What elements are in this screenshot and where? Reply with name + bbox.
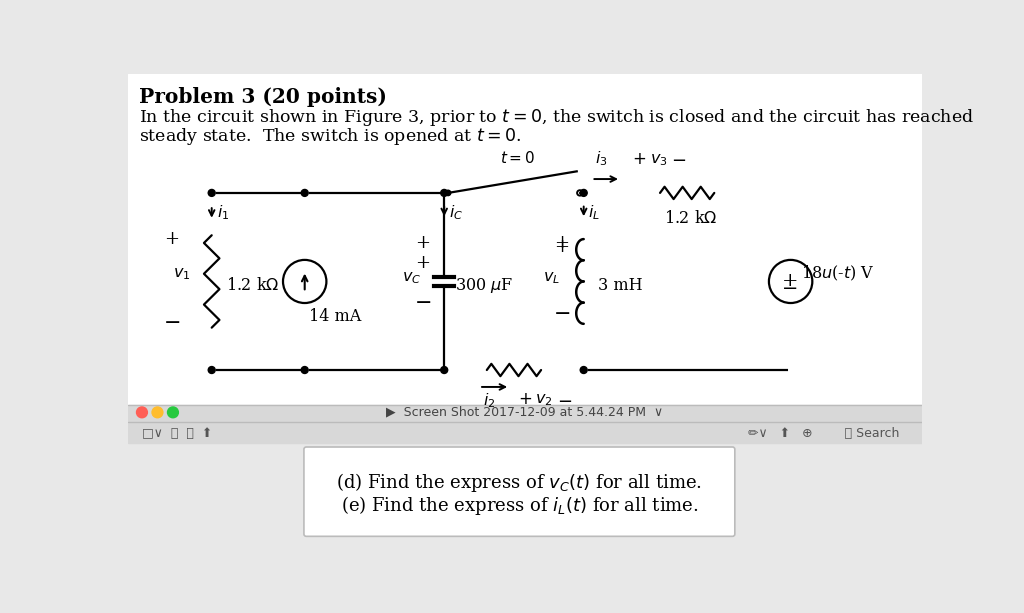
Text: $i_C$: $i_C$ (449, 203, 463, 222)
Text: +: + (415, 234, 430, 252)
Circle shape (208, 189, 215, 196)
Text: 1.2 k$\Omega$: 1.2 k$\Omega$ (225, 277, 280, 294)
Circle shape (301, 367, 308, 373)
Text: −: − (415, 294, 432, 313)
Circle shape (581, 367, 587, 373)
Text: $-$: $-$ (672, 150, 686, 169)
FancyBboxPatch shape (304, 447, 735, 536)
Circle shape (152, 407, 163, 417)
Text: $+$: $+$ (518, 391, 531, 408)
Text: −: − (782, 280, 799, 298)
Text: $v_C$: $v_C$ (402, 269, 422, 286)
Text: In the circuit shown in Figure 3, prior to $t = 0$, the switch is closed and the: In the circuit shown in Figure 3, prior … (139, 107, 974, 129)
Text: $v_2$: $v_2$ (535, 391, 552, 408)
Text: −: − (164, 314, 181, 333)
Text: 18$u$(-$t$) V: 18$u$(-$t$) V (802, 264, 876, 283)
Circle shape (581, 189, 587, 196)
Text: ✏∨   ⬆   ⊕        🔍 Search: ✏∨ ⬆ ⊕ 🔍 Search (748, 427, 899, 440)
Circle shape (208, 367, 215, 373)
Text: $-$: $-$ (557, 391, 571, 409)
Bar (128, 405, 922, 443)
Text: +: + (415, 254, 430, 272)
Circle shape (440, 367, 447, 373)
Text: 14 mA: 14 mA (309, 308, 361, 326)
Circle shape (168, 407, 178, 417)
Text: $i_1$: $i_1$ (217, 204, 229, 223)
Text: +: + (554, 238, 569, 256)
Text: 300 $\mu$F: 300 $\mu$F (455, 276, 513, 295)
Text: $i_2$: $i_2$ (483, 391, 496, 409)
Text: ▶  Screen Shot 2017-12-09 at 5.44.24 PM  ∨: ▶ Screen Shot 2017-12-09 at 5.44.24 PM ∨ (386, 406, 664, 419)
Text: 3 mH: 3 mH (598, 277, 642, 294)
Text: +: + (782, 272, 799, 291)
Text: −: − (554, 305, 571, 324)
Text: steady state.  The switch is opened at $t = 0$.: steady state. The switch is opened at $t… (139, 126, 521, 147)
Text: $t=0$: $t=0$ (500, 150, 536, 166)
Circle shape (136, 407, 147, 417)
Text: Problem 3 (20 points): Problem 3 (20 points) (139, 88, 387, 107)
Text: $+$: $+$ (632, 151, 646, 169)
Text: (e) Find the express of $i_L(t)$ for all time.: (e) Find the express of $i_L(t)$ for all… (341, 494, 698, 517)
Circle shape (440, 189, 447, 196)
Text: $v_L$: $v_L$ (544, 269, 560, 286)
Text: $v_3$: $v_3$ (650, 151, 668, 169)
Circle shape (301, 189, 308, 196)
Circle shape (445, 190, 451, 196)
Text: (d) Find the express of $v_C(t)$ for all time.: (d) Find the express of $v_C(t)$ for all… (337, 471, 702, 494)
Text: $i_3$: $i_3$ (595, 150, 608, 169)
Text: +: + (164, 230, 178, 248)
Text: $v_1$: $v_1$ (173, 265, 190, 282)
Text: □∨  🔍  🔍  ⬆: □∨ 🔍 🔍 ⬆ (142, 427, 212, 440)
Bar (128, 74, 922, 405)
Text: $i_L$: $i_L$ (589, 203, 600, 222)
Text: 1.2 k$\Omega$: 1.2 k$\Omega$ (665, 210, 718, 227)
Text: +: + (554, 234, 569, 252)
